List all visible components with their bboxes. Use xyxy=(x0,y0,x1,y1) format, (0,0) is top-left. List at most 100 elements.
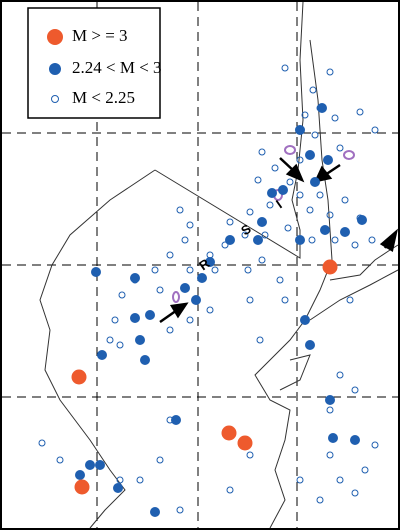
legend-label: M > = 3 xyxy=(72,26,128,45)
event-medium xyxy=(180,283,190,293)
event-small xyxy=(336,476,344,484)
event-small xyxy=(246,451,254,459)
event-medium xyxy=(357,215,367,225)
arrows xyxy=(159,157,399,324)
event-small xyxy=(316,191,324,199)
event-medium xyxy=(328,433,338,443)
event-small xyxy=(206,306,214,314)
event-medium xyxy=(310,177,320,187)
events xyxy=(38,64,379,517)
event-medium xyxy=(305,150,315,160)
event-small xyxy=(306,206,314,214)
event-medium xyxy=(205,257,215,267)
event-medium xyxy=(130,273,140,283)
event-medium xyxy=(145,310,155,320)
legend: M > = 3 2.24 < M < 3 M < 2.25 xyxy=(27,7,162,119)
event-large xyxy=(221,425,237,441)
event-small xyxy=(56,456,64,464)
event-small xyxy=(356,108,364,116)
event-medium xyxy=(295,125,305,135)
legend-box xyxy=(27,7,161,119)
event-small xyxy=(281,64,289,72)
event-medium xyxy=(85,460,95,470)
event-medium xyxy=(197,273,207,283)
event-small xyxy=(258,148,266,156)
event-medium xyxy=(295,235,305,245)
event-small xyxy=(186,221,194,229)
event-small xyxy=(301,111,309,119)
event-small xyxy=(284,224,292,232)
event-small xyxy=(281,296,289,304)
event-small xyxy=(336,371,344,379)
event-small xyxy=(261,231,269,239)
event-medium xyxy=(300,315,310,325)
legend-label: M < 2.25 xyxy=(72,88,135,107)
event-medium xyxy=(267,188,277,198)
event-large xyxy=(71,369,87,385)
event-small xyxy=(106,336,114,344)
event-medium xyxy=(317,103,327,113)
event-medium xyxy=(95,460,105,470)
event-small xyxy=(311,131,319,139)
event-small xyxy=(226,486,234,494)
event-small xyxy=(296,476,304,484)
event-small xyxy=(309,86,317,94)
event-small xyxy=(296,156,304,164)
event-small xyxy=(331,236,339,244)
event-medium xyxy=(320,225,330,235)
event-small xyxy=(276,276,284,284)
event-medium xyxy=(225,235,235,245)
event-medium xyxy=(257,217,267,227)
event-small xyxy=(186,266,194,274)
legend-label: 2.24 < M < 3 xyxy=(72,58,162,77)
event-large xyxy=(237,435,253,451)
event-small xyxy=(361,466,369,474)
event-medium xyxy=(253,235,263,245)
event-medium xyxy=(140,355,150,365)
legend-marker xyxy=(47,29,63,45)
event-small xyxy=(351,241,359,249)
event-medium xyxy=(75,470,85,480)
border xyxy=(154,1,304,259)
event-medium xyxy=(113,483,123,493)
event-small xyxy=(244,266,252,274)
event-small xyxy=(186,316,194,324)
event-medium xyxy=(325,395,335,405)
event-medium xyxy=(305,340,315,350)
event-medium xyxy=(340,227,350,237)
event-medium xyxy=(323,155,333,165)
event-small xyxy=(256,336,264,344)
event-small xyxy=(371,441,379,449)
event-medium xyxy=(278,185,288,195)
event-small xyxy=(38,439,46,447)
event-small xyxy=(181,236,189,244)
event-medium xyxy=(191,295,201,305)
event-small xyxy=(246,296,254,304)
event-small xyxy=(111,316,119,324)
event-small xyxy=(336,144,344,152)
event-small xyxy=(118,291,126,299)
event-small xyxy=(326,211,334,219)
event-small xyxy=(326,406,334,414)
event-medium xyxy=(91,267,101,277)
event-small xyxy=(271,164,279,172)
event-small xyxy=(341,196,349,204)
event-medium xyxy=(350,435,360,445)
fault-label: I xyxy=(273,197,285,211)
event-medium xyxy=(171,415,181,425)
event-small xyxy=(156,286,164,294)
event-small xyxy=(296,191,304,199)
event-small xyxy=(136,476,144,484)
coastline xyxy=(279,354,311,391)
event-small xyxy=(351,489,359,497)
event-small xyxy=(211,266,219,274)
event-small xyxy=(351,386,359,394)
event-small xyxy=(371,126,379,134)
legend-marker xyxy=(49,63,61,75)
event-small xyxy=(246,208,254,216)
event-small xyxy=(151,266,159,274)
event-small xyxy=(286,178,294,186)
event-small xyxy=(221,241,229,249)
event-small xyxy=(368,236,376,244)
